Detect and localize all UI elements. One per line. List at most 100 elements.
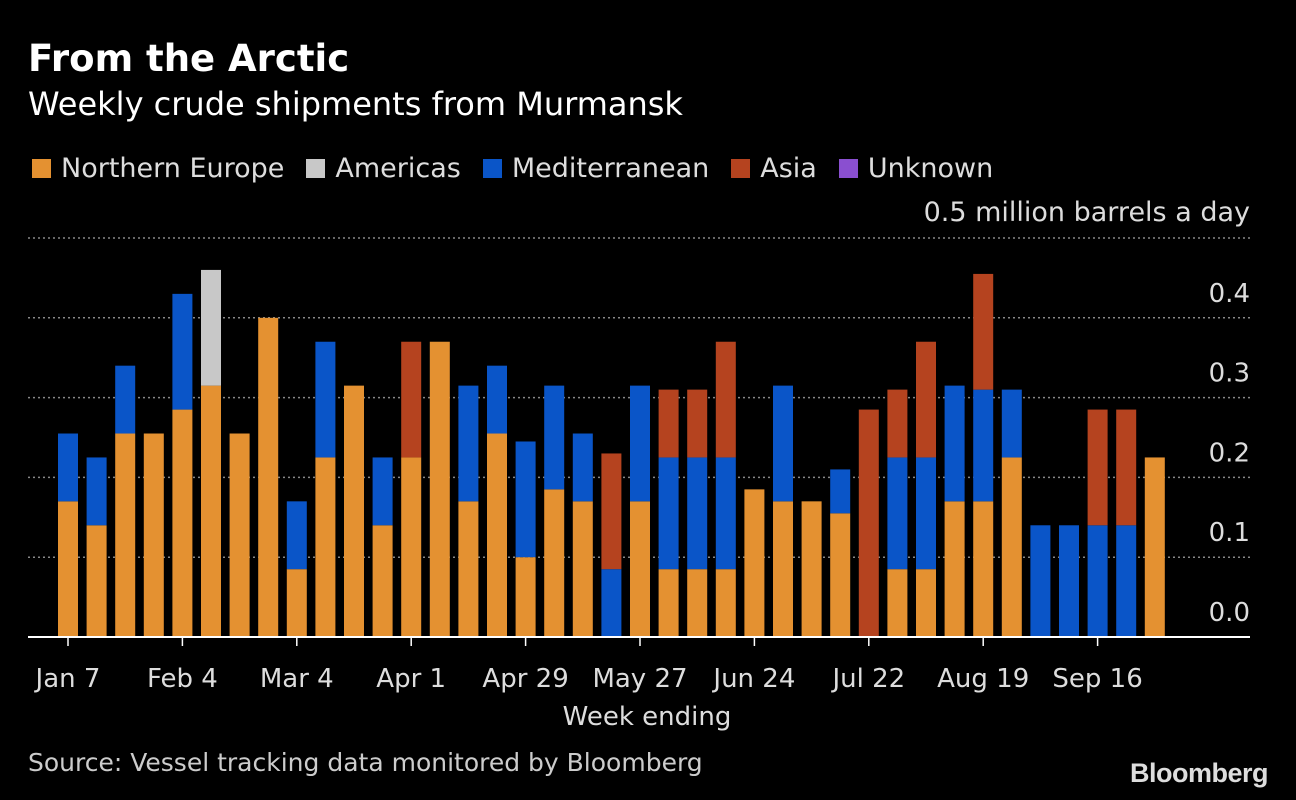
x-tick-label: Mar 4 [260, 664, 334, 694]
bar-segment [944, 385, 965, 502]
bar-segment [973, 273, 994, 390]
bar-segment [172, 293, 193, 410]
bar-segment [172, 409, 193, 637]
x-tick-label: Sep 16 [1052, 664, 1142, 694]
bar-segment [1087, 409, 1108, 526]
bar-segment [773, 501, 793, 637]
bar-segment [458, 501, 479, 637]
legend-label-unknown: Unknown [867, 153, 994, 184]
bar-segment [286, 501, 307, 570]
bar-segment [944, 501, 965, 637]
bar-segment [973, 501, 994, 637]
bar-segment [229, 433, 250, 637]
bar-segment [515, 557, 536, 637]
bar-segment [1030, 525, 1051, 637]
legend-item-americas: Americas [306, 153, 461, 184]
x-tick-label: Jan 7 [34, 664, 101, 694]
x-tick-label: Apr 29 [482, 664, 568, 694]
bar-segment [115, 365, 136, 434]
bar-segment [1001, 389, 1022, 458]
bar-segment [601, 453, 622, 570]
bar-segment [515, 441, 536, 558]
bar-segment [916, 457, 936, 570]
bar-segment [1116, 409, 1137, 526]
bar-segment [630, 501, 650, 637]
bar-segment [315, 341, 336, 458]
x-axis-title: Week ending [563, 702, 732, 732]
legend-swatch-unknown [838, 159, 858, 178]
bar-segment [372, 525, 393, 637]
bar-segment [372, 457, 393, 526]
y-tick-label: 0.0 [1209, 598, 1250, 628]
source-note: Source: Vessel tracking data monitored b… [28, 748, 703, 777]
bar-segment [887, 457, 908, 570]
legend-swatch-asia [731, 159, 751, 178]
bar-segment [1087, 525, 1108, 637]
bar-segment [1001, 457, 1022, 637]
x-tick-label: Jun 24 [711, 664, 795, 694]
bar-segment [86, 525, 107, 637]
bar-segment [458, 385, 479, 502]
bar-segment [258, 317, 279, 637]
x-tick-label: Apr 1 [376, 664, 446, 694]
bar-segment [344, 385, 364, 637]
bar-segment [86, 457, 107, 526]
y-tick-label: 0.2 [1209, 438, 1250, 468]
bar-segment [544, 385, 565, 490]
bar-segment [830, 469, 851, 514]
bar-segment [916, 341, 936, 458]
bar-segment [773, 385, 793, 502]
bar-segment [630, 385, 650, 502]
legend-item-unknown: Unknown [838, 153, 994, 184]
chart-title: From the Arctic [28, 37, 350, 80]
bar-segment [973, 389, 994, 502]
bar-segment [201, 385, 221, 637]
bar-segment [887, 569, 908, 637]
bar-segment [58, 433, 78, 502]
bar-segment [487, 433, 507, 637]
x-tick-label: Jul 22 [830, 664, 905, 694]
bar-segment [916, 569, 936, 637]
x-tick-label: Aug 19 [937, 664, 1029, 694]
y-tick-label: 0.4 [1209, 279, 1250, 309]
bar-segment [687, 457, 708, 570]
bar-segment [658, 389, 679, 458]
x-tick-label: Feb 4 [147, 664, 218, 694]
bar-segment [658, 569, 679, 637]
bar-segment [429, 341, 450, 637]
bar-segment [286, 569, 307, 637]
bar-segment [201, 269, 221, 386]
legend-item-northern-europe: Northern Europe [32, 153, 284, 184]
bar-segment [887, 389, 908, 458]
bar-segment [143, 433, 164, 637]
legend-item-mediterranean: Mediterranean [482, 153, 709, 184]
unit-label: 0.5 million barrels a day [923, 197, 1250, 228]
x-tick-label: May 27 [592, 664, 687, 694]
legend-label-northern-europe: Northern Europe [61, 153, 285, 184]
bar-segment [715, 569, 736, 637]
bar-segment [401, 457, 422, 637]
bar-segment [715, 457, 736, 570]
bar-segment [115, 433, 136, 637]
bar-segment [487, 365, 507, 434]
chart-subtitle: Weekly crude shipments from Murmansk [28, 85, 683, 123]
legend-label-americas: Americas [335, 153, 461, 184]
bloomberg-logo: Bloomberg [1129, 758, 1269, 788]
bar-segment [601, 569, 622, 637]
bar-segment [544, 489, 565, 637]
bar-segment [401, 341, 422, 458]
bar-segment [830, 513, 851, 637]
legend-swatch-northern-europe [32, 159, 51, 178]
bar-segment [801, 501, 822, 637]
bar-segment [1059, 525, 1079, 637]
y-tick-label: 0.1 [1209, 518, 1250, 548]
y-tick-label: 0.3 [1209, 359, 1250, 389]
bar-segment [858, 409, 879, 637]
bar-segment [744, 489, 765, 637]
bar-segment [572, 501, 593, 637]
bar-segment [58, 501, 78, 637]
bar-segment [715, 341, 736, 458]
legend-swatch-americas [306, 159, 326, 178]
bar-segment [687, 569, 708, 637]
